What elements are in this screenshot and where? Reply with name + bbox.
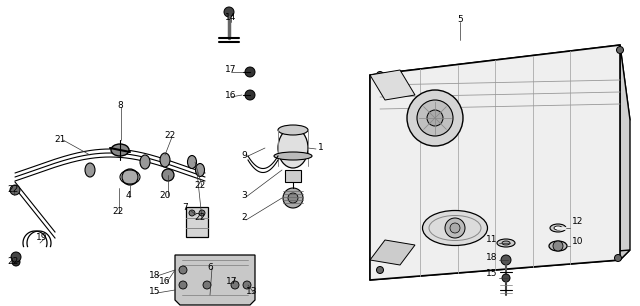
Circle shape (10, 185, 20, 195)
Bar (285, 170, 301, 182)
Text: 2: 2 (241, 214, 247, 222)
Ellipse shape (195, 163, 205, 177)
Polygon shape (620, 45, 630, 260)
Circle shape (502, 274, 510, 282)
Ellipse shape (111, 144, 129, 156)
Polygon shape (370, 250, 630, 280)
Text: 20: 20 (159, 191, 171, 200)
Circle shape (243, 281, 251, 289)
Ellipse shape (549, 241, 567, 251)
Text: 8: 8 (117, 100, 123, 110)
Circle shape (553, 241, 563, 251)
Polygon shape (370, 70, 415, 100)
Circle shape (12, 258, 20, 266)
Circle shape (501, 255, 511, 265)
Bar (456, 170, 506, 198)
Polygon shape (175, 255, 255, 305)
Bar (186, 207, 208, 237)
Text: 17: 17 (227, 278, 237, 286)
Bar (448, 163, 513, 203)
Text: 22: 22 (164, 130, 175, 140)
Ellipse shape (422, 211, 488, 245)
Ellipse shape (497, 239, 515, 247)
Text: 21: 21 (54, 136, 66, 144)
Text: 22: 22 (7, 185, 19, 195)
Circle shape (376, 267, 383, 274)
Circle shape (199, 210, 205, 216)
Text: 22: 22 (113, 207, 124, 217)
Polygon shape (370, 45, 620, 280)
Circle shape (224, 7, 234, 17)
Text: 16: 16 (225, 91, 237, 99)
Ellipse shape (274, 152, 312, 160)
Circle shape (189, 210, 195, 216)
Text: 10: 10 (572, 237, 584, 247)
Text: 3: 3 (241, 191, 247, 200)
Circle shape (179, 266, 187, 274)
Circle shape (445, 218, 465, 238)
Ellipse shape (278, 128, 308, 168)
Text: 17: 17 (225, 65, 237, 74)
Circle shape (427, 110, 443, 126)
Polygon shape (370, 45, 630, 150)
Polygon shape (370, 240, 415, 265)
Circle shape (376, 72, 383, 79)
Circle shape (417, 100, 453, 136)
Ellipse shape (140, 155, 150, 169)
Ellipse shape (85, 163, 95, 177)
Text: 14: 14 (225, 13, 237, 23)
Ellipse shape (160, 153, 170, 167)
Circle shape (11, 252, 21, 262)
Text: 18: 18 (486, 252, 497, 262)
Circle shape (288, 193, 298, 203)
Circle shape (283, 188, 303, 208)
Text: 9: 9 (241, 151, 247, 159)
Circle shape (203, 281, 211, 289)
Circle shape (245, 90, 255, 100)
Text: 16: 16 (159, 278, 171, 286)
Text: 5: 5 (457, 16, 463, 24)
Text: 18: 18 (149, 271, 161, 279)
Ellipse shape (278, 125, 308, 135)
Text: 12: 12 (572, 218, 584, 226)
Circle shape (162, 169, 174, 181)
Ellipse shape (554, 226, 562, 230)
Text: 15: 15 (486, 270, 497, 278)
Text: 6: 6 (207, 263, 213, 273)
Circle shape (614, 255, 621, 262)
Ellipse shape (502, 241, 510, 245)
Circle shape (245, 67, 255, 77)
Text: 4: 4 (125, 191, 131, 200)
Text: 11: 11 (486, 236, 497, 244)
Circle shape (407, 90, 463, 146)
Circle shape (122, 169, 138, 185)
Text: 19: 19 (36, 233, 48, 242)
Text: 13: 13 (246, 288, 258, 297)
Text: 22: 22 (195, 214, 205, 222)
Polygon shape (370, 75, 380, 280)
Text: 1: 1 (318, 144, 324, 152)
Text: 22: 22 (7, 258, 19, 267)
Circle shape (179, 281, 187, 289)
Text: 22: 22 (195, 181, 205, 189)
Text: 15: 15 (149, 288, 161, 297)
Circle shape (450, 223, 460, 233)
Ellipse shape (188, 155, 196, 169)
Text: 7: 7 (182, 203, 188, 212)
Ellipse shape (550, 224, 566, 232)
Circle shape (231, 281, 239, 289)
Circle shape (616, 47, 623, 54)
